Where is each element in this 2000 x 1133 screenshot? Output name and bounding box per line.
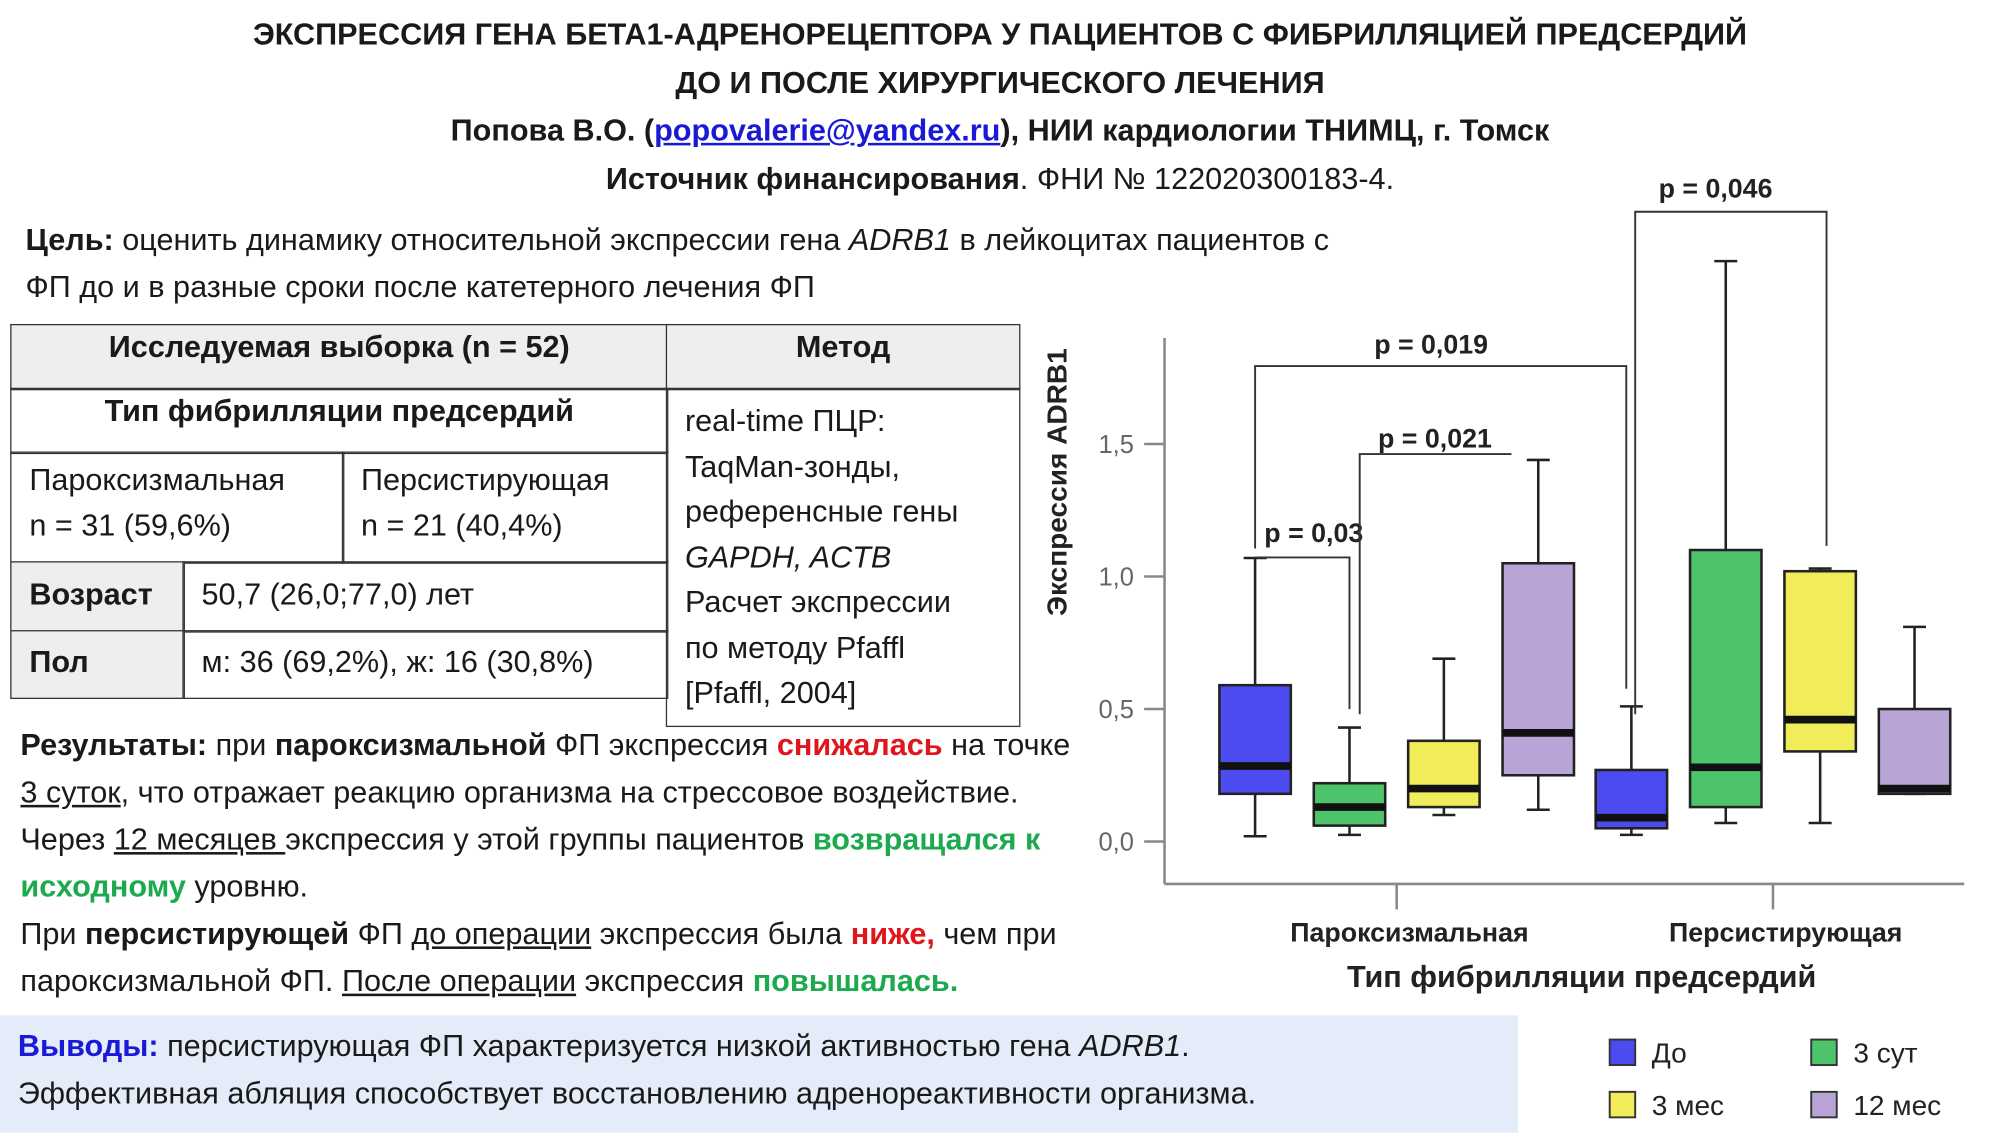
box (1783, 569, 1858, 753)
conclusions-text: персистирующая ФП характеризуется низкой… (158, 1029, 1080, 1064)
y-tick-label: 0,0 (1098, 828, 1133, 856)
bracket (1634, 210, 1828, 715)
text-segment: при (207, 728, 275, 763)
gene: ADRB1 (848, 223, 951, 258)
legend-swatch (1608, 1038, 1637, 1067)
y-tick-label: 1,5 (1098, 431, 1133, 459)
legend-label: 3 сут (1853, 1037, 1917, 1068)
legend-label: До (1652, 1037, 1687, 1068)
text-segment: ниже, (850, 917, 935, 952)
text-segment: на точке (942, 728, 1071, 763)
aim-text: в лейкоцитах пациентов с ФП до и в разны… (25, 223, 1330, 305)
table-header: Исследуемая выборка (n = 52) (10, 323, 669, 391)
type-n: n = 31 (59,6%) (29, 508, 232, 544)
type: Пароксизмальная (29, 463, 285, 498)
box (1218, 683, 1293, 796)
table-cell: Пароксизмальная n = 31 (59,6%) (10, 451, 345, 564)
table-cell: Персистирующая n = 21 (40,4%) (341, 451, 669, 564)
text-segment: уровню. (185, 869, 309, 905)
conclusions-label: Выводы: (17, 1029, 159, 1064)
method-line: референсные гены (684, 494, 959, 530)
email[interactable]: popovalerie@yandex.ru (654, 113, 1001, 148)
x-axis-label: Тип фибрилляции предсердий (1347, 960, 1816, 994)
text-segment: 12 месяцев (113, 822, 286, 858)
y-tick-label: 1,0 (1098, 563, 1133, 591)
text-segment: повышалась. (752, 964, 959, 999)
affiliation: ), НИИ кардиологии ТНИМЦ, г. Томск (1000, 113, 1550, 148)
results: При персистирующей ФП до операции экспре… (20, 911, 1232, 1005)
gene: ADRB1 (1079, 1029, 1182, 1064)
text-segment: После операции (341, 964, 577, 999)
y-tick-label: 0,5 (1098, 696, 1133, 724)
type: Персистирующая (360, 463, 610, 498)
text-segment: экспрессия была (591, 917, 851, 952)
annotation: p = 0,019 (1374, 329, 1488, 359)
text-segment: экспрессия (576, 964, 753, 999)
box (1501, 561, 1576, 777)
method-line: TaqMan-зонды, (684, 449, 901, 485)
legend-label: 12 мес (1853, 1090, 1941, 1121)
row-label: Возраст (10, 561, 185, 633)
annotation: p = 0,03 (1264, 518, 1363, 548)
table-header: Метод (665, 323, 1021, 391)
row-value: 50,7 (26,0;77,0) лет (182, 561, 669, 633)
text-segment: чем при пароксизмальной ФП. (20, 917, 1057, 999)
conclusions-text: . (1181, 1029, 1190, 1064)
row-label: Пол (10, 630, 185, 699)
funding-label: Источник финансирования (605, 161, 1020, 197)
x-tick-label: Персистирующая (1669, 917, 1902, 947)
method-line: real-time ПЦР: (684, 404, 886, 439)
type-n: n = 21 (40,4%) (360, 508, 563, 544)
legend-swatch (1810, 1038, 1838, 1067)
title: ЭКСПРЕССИЯ ГЕНА БЕТА1-АДРЕНОРЕЦЕПТОРА У … (252, 17, 1748, 53)
text-segment: , что отражает реакцию организма на стре… (20, 775, 1019, 858)
method-cell: real-time ПЦР: TaqMan-зонды, референсные… (665, 387, 1021, 728)
title: ДО И ПОСЛЕ ХИРУРГИЧЕСКОГО ЛЕЧЕНИЯ (675, 66, 1325, 101)
text-segment: ФП экспрессия (546, 728, 777, 763)
row-value: м: 36 (69,2%), ж: 16 (30,8%) (182, 630, 669, 699)
aim: Цель: оценить динамику относительной экс… (26, 217, 1340, 311)
funding-text: . ФНИ № 122020300183-4. (1019, 161, 1395, 197)
method-line: [Pfaffl, 2004] (684, 676, 857, 711)
text-segment: персистирующей (85, 917, 350, 952)
legend-label: 3 мес (1652, 1090, 1724, 1121)
results: Результаты: при пароксизмальной ФП экспр… (20, 722, 1079, 911)
legend-swatch (1608, 1090, 1637, 1119)
text-segment: При (20, 917, 86, 952)
conclusions-text: Эффективная абляция способствует восстан… (17, 1076, 1257, 1111)
text-segment: 3 суток (20, 775, 121, 810)
text-segment: пароксизмальной (274, 728, 547, 763)
text-segment: экспрессия у этой группы пациентов (285, 822, 813, 858)
bracket (1254, 365, 1628, 689)
text-segment: Результаты: (20, 728, 208, 763)
text-segment: возвращался к исходному (20, 822, 1041, 905)
text-segment: до операции (411, 917, 592, 952)
author-line: Попова В.О. (popovalerie@yandex.ru), НИИ… (0, 114, 2000, 150)
bracket (1358, 453, 1512, 715)
annotation: p = 0,021 (1378, 424, 1492, 454)
x-tick-label: Пароксизмальная (1290, 917, 1528, 947)
aim-text: оценить динамику относительной экспресси… (113, 223, 849, 258)
bracket (1255, 556, 1351, 710)
funding: Источник финансирования. ФНИ № 122020300… (0, 162, 2000, 198)
text-segment: снижалась (776, 728, 943, 763)
method-line: Расчет экспрессии (684, 585, 951, 620)
text-segment: ФП (349, 917, 412, 952)
method-line: по методу Pfaffl (684, 630, 906, 666)
box (1877, 707, 1952, 796)
method-line: GAPDH, ACTB (684, 540, 892, 575)
annotation: p = 0,046 (1659, 174, 1773, 204)
author: Попова В.О. ( (450, 113, 655, 148)
conclusions: Выводы: персистирующая ФП характеризуетс… (0, 1015, 1518, 1133)
box (1406, 739, 1481, 809)
aim-label: Цель: (25, 223, 114, 258)
table-subheader: Тип фибрилляции предсердий (10, 387, 669, 455)
legend-swatch (1810, 1090, 1838, 1119)
y-axis-label: Экспрессия ADRB1 (1041, 348, 1072, 616)
